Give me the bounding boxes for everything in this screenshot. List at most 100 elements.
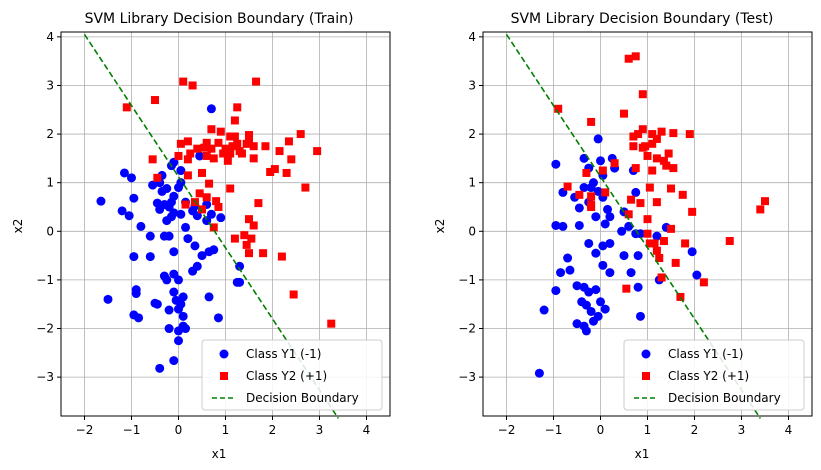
data-point [169,247,179,257]
data-point [676,292,685,301]
data-point [131,289,141,299]
data-point [596,156,605,166]
data-point [249,154,258,163]
legend-frame [623,339,805,411]
data-point [605,238,615,248]
data-point [657,127,666,136]
data-point [664,149,673,158]
data-point [638,90,647,99]
data-point [631,187,641,197]
data-point [176,178,186,188]
y-tick-label: 2 [46,127,54,141]
data-point [687,247,697,257]
data-point [579,183,589,193]
y-tick-label: 3 [468,78,476,92]
data-point [556,268,566,278]
data-point [629,132,638,141]
y-axis-label: x2 [433,219,447,234]
data-point [756,205,765,214]
data-point [551,159,561,169]
data-point [761,197,769,206]
data-point [591,285,601,295]
data-point [659,237,668,246]
data-point [600,304,610,314]
data-point [659,156,668,165]
data-point [153,173,162,182]
data-point [214,202,223,211]
data-point [584,287,594,297]
y-tick-label: −3 [458,370,476,384]
data-point [563,182,572,191]
data-point [619,251,629,261]
data-point [598,166,607,175]
data-point [287,155,296,164]
data-point [162,184,172,194]
data-point [181,222,191,232]
data-point [213,313,223,323]
data-point [667,184,675,193]
data-point [148,180,158,190]
data-point [624,221,634,231]
data-point [193,144,202,153]
data-point [593,311,603,321]
data-point [558,221,568,231]
data-point [169,356,179,366]
data-point [657,273,666,282]
legend-label-class-y1: Class Y1 (-1) [246,347,322,361]
data-point [574,203,584,213]
y-tick-label: 0 [468,224,476,238]
y-tick-label: 2 [468,127,476,141]
data-point [242,240,251,249]
y-tick-label: 4 [46,30,54,44]
data-point [610,159,619,168]
data-point [551,286,561,296]
data-point [699,278,708,287]
data-point [226,132,235,141]
data-point [643,229,652,238]
data-point [202,193,211,202]
y-tick-label: 1 [468,176,476,190]
data-point [214,138,223,147]
data-point [581,300,591,310]
data-point [277,252,286,261]
data-point [117,206,127,216]
data-point [633,282,643,292]
data-point [176,139,185,148]
data-point [605,268,615,278]
data-point [162,275,172,285]
x-tick-label: 4 [785,423,793,437]
data-point [624,210,633,219]
y-tick-label: 3 [46,78,54,92]
data-point [122,103,131,112]
data-point [209,154,218,163]
data-point [252,77,261,86]
x-tick-label: 0 [175,423,183,437]
data-point [648,139,657,148]
x-axis-label: x1 [212,447,227,461]
data-point [249,221,258,230]
data-point [725,237,734,246]
x-tick-label: 1 [644,423,652,437]
data-point [186,149,195,158]
data-point [692,270,702,280]
data-point [174,275,183,285]
data-point [226,184,235,193]
data-point [183,137,192,146]
data-point [174,151,183,160]
data-point [198,168,206,177]
data-point [209,245,219,255]
data-point [124,211,134,221]
data-point [164,305,174,315]
data-point [181,324,191,334]
data-point [270,165,279,174]
data-point [202,151,211,160]
data-point [219,149,228,158]
legend-label-class-y1: Class Y1 (-1) [668,347,744,361]
x-axis-label: x1 [635,447,650,461]
x-tick-label: 3 [316,423,324,437]
data-point [671,258,680,267]
data-point [534,368,544,378]
data-point [551,220,561,230]
legend-label-class-y2: Class Y2 (+1) [246,369,327,383]
